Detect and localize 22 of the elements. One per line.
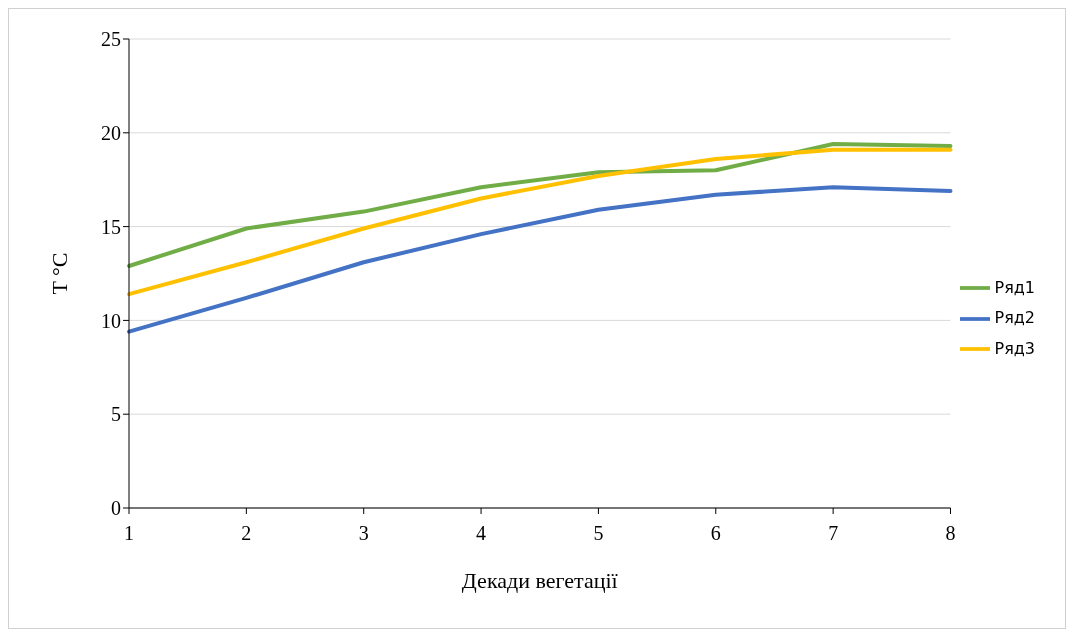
y-tick-label: 15 [101,215,121,238]
legend-label: Ряд3 [994,338,1035,358]
y-tick-label: 10 [101,309,121,332]
y-tick-label: 25 [101,28,121,51]
x-tick-label: 7 [828,522,839,545]
x-tick-label: 3 [358,522,369,545]
legend-label: Ряд1 [994,277,1035,297]
x-tick-label: 6 [710,522,721,545]
y-tick-label: 20 [101,121,121,144]
x-tick-label: 8 [945,522,956,545]
line-series [127,142,953,268]
x-tick-label: 4 [476,522,487,545]
legend-label: Ряд2 [994,308,1035,328]
line-series [127,185,953,334]
y-tick-label: 0 [111,497,121,520]
y-tick-label: 5 [111,403,121,426]
y-axis-title: T °C [46,252,72,295]
x-tick-label: 1 [124,522,134,545]
x-tick-label: 5 [593,522,604,545]
x-axis-title: Декади вегетації [461,568,619,593]
line-series [127,147,953,297]
x-tick-label: 2 [241,522,252,545]
